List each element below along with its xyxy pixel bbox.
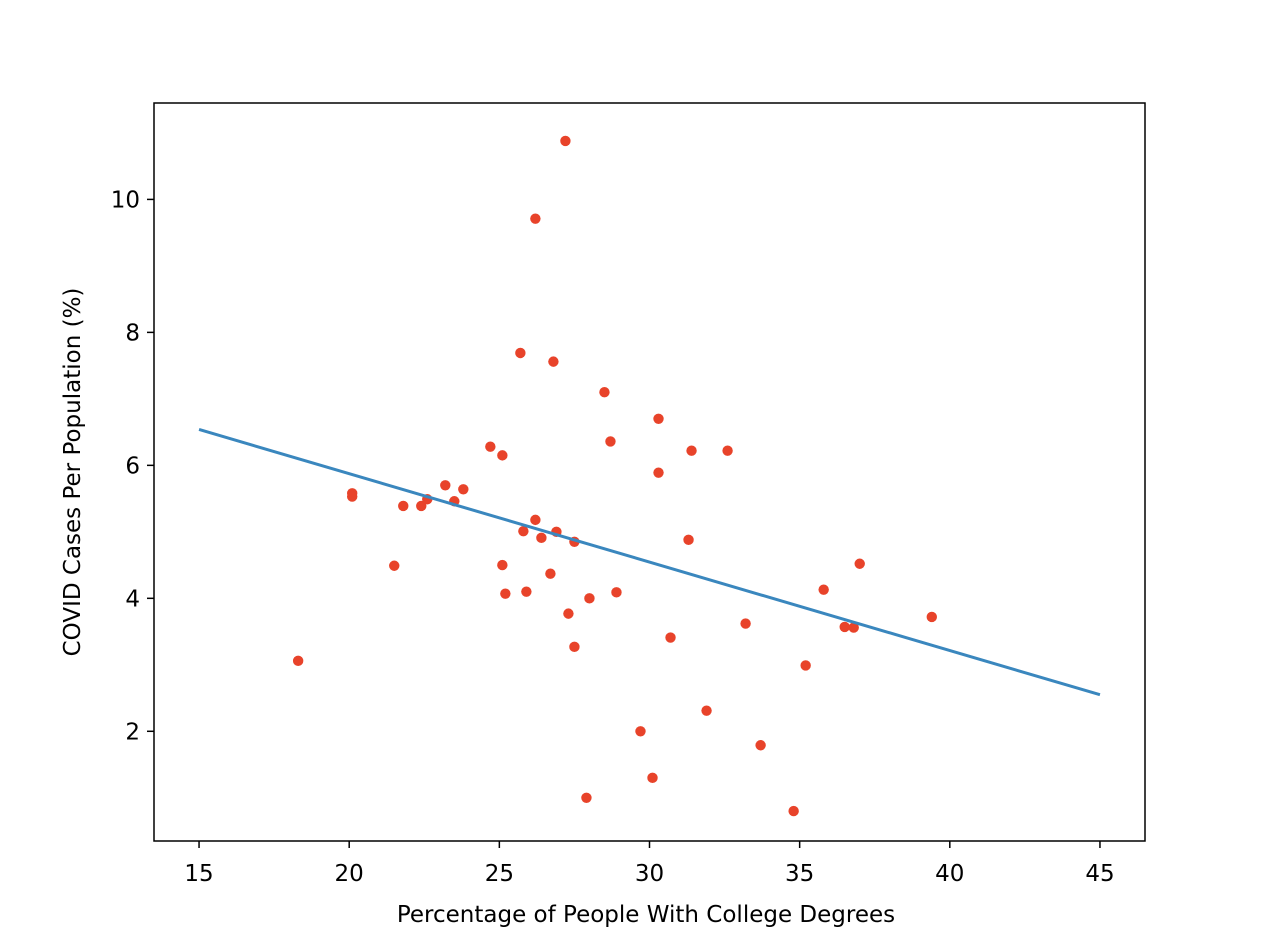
- x-tick-label: 30: [635, 861, 664, 887]
- data-point: [545, 568, 556, 579]
- data-point: [740, 618, 751, 629]
- data-point: [839, 621, 850, 633]
- data-point: [581, 792, 592, 803]
- data-point: [518, 525, 529, 537]
- x-tick-label: 40: [935, 861, 964, 887]
- trendline-layer: [198, 428, 1101, 697]
- x-tick-label: 25: [485, 861, 514, 887]
- data-point: [800, 660, 811, 671]
- data-point: [389, 560, 400, 571]
- data-point: [497, 450, 508, 461]
- x-axis-label: Percentage of People With College Degree…: [397, 902, 895, 928]
- data-point: [755, 740, 766, 751]
- data-point: [416, 500, 427, 512]
- x-axis-ticks: 15 20 25 30 35 40 45: [184, 841, 1115, 887]
- data-point: [563, 608, 574, 619]
- data-point: [605, 436, 616, 447]
- data-point: [485, 441, 496, 452]
- data-point: [665, 632, 676, 643]
- data-point: [530, 514, 541, 526]
- data-point: [521, 586, 532, 597]
- data-point: [536, 532, 547, 544]
- data-point: [848, 622, 859, 633]
- data-point: [530, 213, 541, 224]
- plot-background: [154, 103, 1145, 841]
- data-point: [722, 445, 733, 456]
- data-point: [292, 655, 304, 667]
- data-point: [548, 356, 559, 367]
- data-point: [647, 772, 658, 784]
- data-point: [686, 445, 697, 456]
- y-tick-label: 6: [125, 453, 140, 479]
- data-point: [683, 534, 694, 546]
- data-point: [440, 480, 451, 491]
- data-point: [398, 500, 409, 512]
- y-axis-label: COVID Cases Per Population (%): [60, 288, 86, 657]
- x-tick-label: 35: [785, 861, 814, 887]
- data-point: [458, 484, 469, 495]
- data-point: [818, 584, 829, 595]
- data-point: [788, 805, 799, 817]
- x-tick-label: 45: [1085, 861, 1114, 887]
- data-point: [635, 726, 646, 737]
- data-point: [611, 587, 622, 598]
- data-point: [926, 611, 937, 623]
- data-point: [854, 558, 865, 569]
- y-tick-label: 2: [125, 719, 140, 745]
- data-point: [347, 491, 358, 502]
- data-point: [560, 135, 571, 147]
- data-point: [500, 588, 511, 599]
- x-tick-label: 15: [184, 861, 213, 887]
- data-point: [497, 559, 508, 571]
- data-point: [653, 467, 664, 478]
- data-point: [584, 593, 595, 604]
- y-tick-label: 8: [125, 320, 140, 346]
- data-point: [599, 387, 610, 398]
- data-point: [653, 413, 664, 425]
- y-tick-label: 10: [111, 187, 140, 213]
- data-point: [515, 347, 526, 359]
- trend-line: [198, 428, 1101, 697]
- y-axis-ticks: 2 4 6 8 10: [111, 187, 154, 745]
- data-point: [569, 641, 580, 653]
- data-point: [701, 705, 712, 716]
- x-tick-label: 20: [335, 861, 364, 887]
- y-tick-label: 4: [125, 586, 140, 612]
